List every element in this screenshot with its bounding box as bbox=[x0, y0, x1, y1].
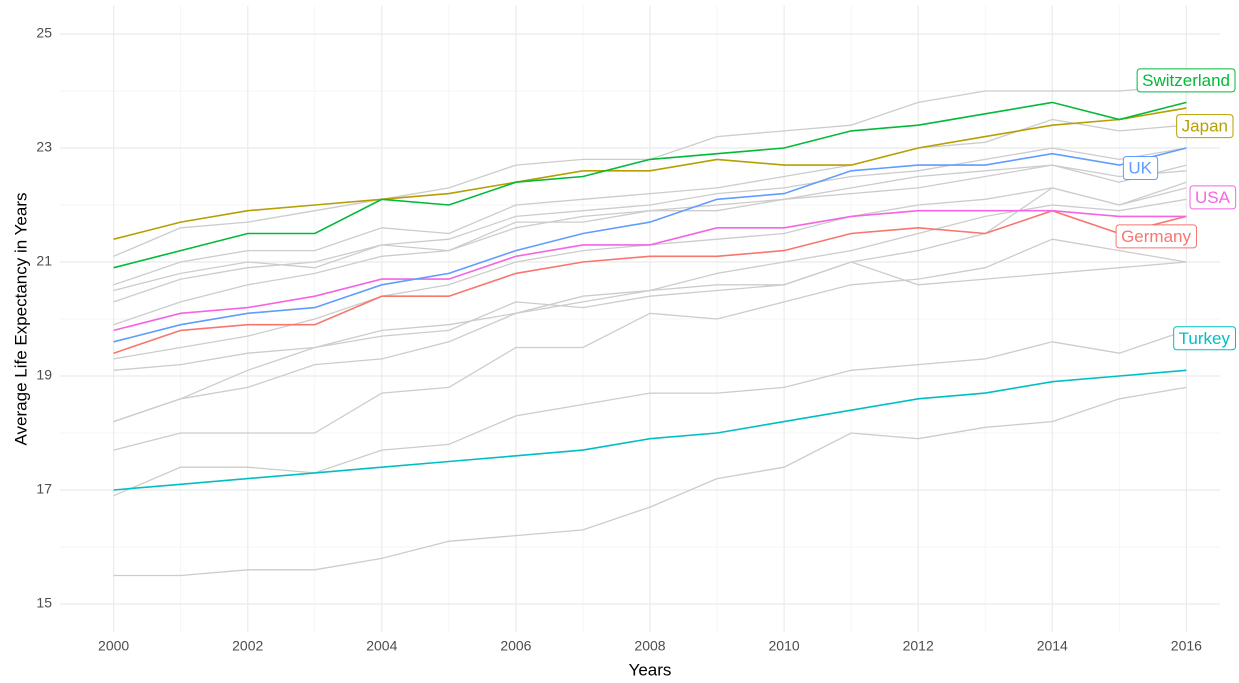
x-tick-label: 2006 bbox=[500, 638, 531, 654]
series-label: UK bbox=[1122, 155, 1159, 180]
background-line bbox=[113, 147, 1187, 303]
legend-label: USA bbox=[1195, 188, 1231, 207]
x-tick-label: 2014 bbox=[1037, 638, 1068, 654]
label-box bbox=[1136, 68, 1236, 93]
background-line bbox=[113, 198, 1187, 423]
series-line bbox=[113, 147, 1187, 343]
background-line bbox=[113, 238, 1187, 451]
y-tick-label: 17 bbox=[36, 481, 52, 497]
x-tick-label: 2016 bbox=[1171, 638, 1202, 654]
series-line bbox=[113, 209, 1187, 332]
y-tick-label: 25 bbox=[36, 25, 52, 41]
series-label: USA bbox=[1189, 185, 1237, 210]
background-line bbox=[113, 164, 1187, 292]
label-box bbox=[1176, 114, 1234, 139]
label-box bbox=[1189, 185, 1237, 210]
legend-label: Japan bbox=[1182, 117, 1228, 136]
series-line bbox=[113, 209, 1187, 354]
series-line bbox=[113, 369, 1187, 491]
x-tick-label: 2002 bbox=[232, 638, 263, 654]
legend-label: Switzerland bbox=[1142, 71, 1230, 90]
x-tick-label: 2004 bbox=[366, 638, 397, 654]
series-label: Japan bbox=[1176, 114, 1234, 139]
background-line bbox=[113, 329, 1187, 497]
x-tick-label: 2000 bbox=[98, 638, 129, 654]
x-tick-label: 2010 bbox=[769, 638, 800, 654]
label-box bbox=[1115, 224, 1197, 249]
legend-label: Turkey bbox=[1179, 329, 1231, 348]
x-tick-label: 2012 bbox=[903, 638, 934, 654]
series-label: Germany bbox=[1115, 224, 1197, 249]
x-axis-title: Years bbox=[629, 660, 672, 679]
y-axis-title: Average Life Expectancy in Years bbox=[11, 193, 30, 446]
label-box bbox=[1173, 326, 1236, 351]
label-box bbox=[1122, 155, 1159, 180]
y-tick-label: 23 bbox=[36, 139, 52, 155]
series-line bbox=[113, 101, 1187, 269]
y-tick-label: 15 bbox=[36, 595, 52, 611]
y-tick-label: 21 bbox=[36, 253, 52, 269]
series-label: Turkey bbox=[1173, 326, 1236, 351]
background-line bbox=[113, 118, 1187, 286]
background-line bbox=[113, 181, 1187, 371]
legend-label: Germany bbox=[1121, 227, 1191, 246]
background-line bbox=[113, 386, 1187, 577]
x-tick-label: 2008 bbox=[634, 638, 665, 654]
legend-label: UK bbox=[1128, 158, 1152, 177]
y-tick-label: 19 bbox=[36, 367, 52, 383]
series-line bbox=[113, 107, 1187, 240]
series-label: Switzerland bbox=[1136, 68, 1236, 93]
